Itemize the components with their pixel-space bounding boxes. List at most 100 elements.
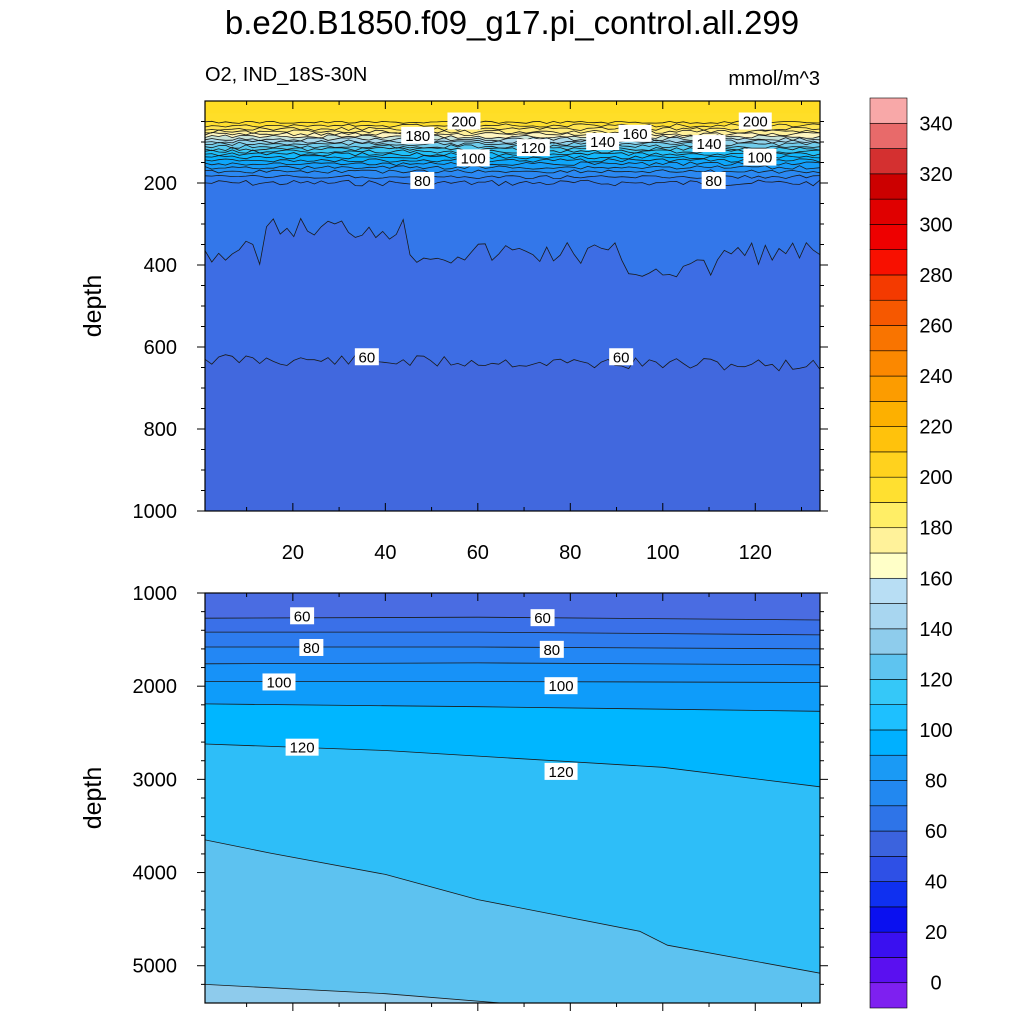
colorbar-tick-label: 20 [925, 922, 947, 944]
colorbar-swatch [869, 502, 908, 529]
colorbar-swatch [869, 881, 908, 908]
colorbar-swatch [869, 401, 908, 427]
y-tick-label: 600 [144, 337, 177, 359]
colorbar-swatch [869, 350, 908, 377]
units-label: mmol/m^3 [728, 68, 820, 90]
contour-label: 160 [618, 124, 652, 143]
colorbar-tick-label: 280 [919, 265, 952, 287]
colorbar-tick-label: 60 [925, 821, 947, 843]
colorbar-swatch [869, 97, 908, 124]
contour-label: 60 [530, 609, 555, 627]
y-tick-label: 5000 [133, 956, 178, 978]
colorbar-swatch [869, 931, 908, 958]
contour-label: 80 [410, 171, 435, 190]
svg-text:80: 80 [705, 173, 722, 190]
contour-label: 80 [299, 638, 324, 657]
x-tick-label: 20 [282, 542, 304, 564]
colorbar-swatch [869, 224, 908, 250]
upper-panel-fill [205, 101, 820, 511]
colorbar-swatch [869, 856, 908, 882]
colorbar-swatch [869, 957, 908, 984]
colorbar-swatch [869, 122, 908, 149]
colorbar-swatch [869, 780, 908, 807]
svg-text:140: 140 [590, 134, 615, 151]
contour-label: 80 [539, 640, 564, 659]
colorbar-tick-label: 80 [925, 771, 947, 793]
y-tick-label: 400 [144, 255, 177, 277]
svg-text:180: 180 [405, 128, 430, 145]
colorbar-swatch [869, 679, 908, 705]
svg-text:200: 200 [451, 114, 476, 131]
colorbar-tick-label: 40 [925, 872, 947, 894]
colorbar-tick-label: 320 [919, 164, 952, 186]
svg-text:80: 80 [543, 642, 560, 659]
contour-label: 180 [401, 126, 435, 145]
colorbar-tick-label: 340 [919, 113, 952, 135]
colorbar-tick-label: 260 [919, 316, 952, 338]
contour-label: 100 [262, 673, 296, 691]
x-tick-label: 40 [374, 542, 396, 564]
colorbar-tick-label: 140 [919, 619, 952, 641]
colorbar-swatch [869, 476, 908, 503]
svg-text:60: 60 [358, 349, 375, 366]
contour-label: 140 [692, 135, 726, 153]
contour-labels: 200 200 180 160 140 140 120 100 100 80 80 60 60 60 60 8… [262, 112, 777, 781]
contour-label: 100 [544, 677, 578, 695]
contour-label: 120 [516, 139, 550, 157]
colorbar-swatch [869, 628, 908, 655]
colorbar-swatch [869, 729, 908, 756]
colorbar-swatch [869, 148, 908, 175]
colorbar-swatch [869, 906, 908, 933]
colorbar-swatch [869, 173, 908, 200]
colorbar-tick-label: 200 [919, 467, 952, 489]
colorbar-tick-label: 100 [919, 720, 952, 742]
contour-label: 140 [586, 133, 620, 151]
contour-label: 60 [290, 607, 315, 625]
contour-label: 80 [701, 171, 726, 190]
colorbar-swatch [869, 325, 908, 352]
contour-label: 100 [743, 148, 777, 167]
colorbar-swatch [869, 830, 908, 857]
lower-ylabel: depth [79, 767, 107, 830]
colorbar-tick-label: 0 [930, 973, 941, 995]
y-tick-label: 800 [144, 419, 177, 441]
colorbar-swatch [869, 805, 908, 832]
svg-text:100: 100 [747, 150, 772, 167]
colorbar-swatch [869, 653, 908, 680]
upper-ylabel: depth [79, 275, 107, 338]
colorbar-swatch [869, 603, 908, 630]
x-tick-label: 120 [739, 542, 772, 564]
svg-text:60: 60 [534, 610, 551, 627]
contour-label: 200 [738, 112, 772, 131]
colorbar-swatch [869, 552, 908, 579]
contour-label: 100 [456, 149, 490, 167]
colorbar-tick-label: 180 [919, 518, 952, 540]
x-tick-label: 100 [646, 542, 679, 564]
colorbar-tick-label: 240 [919, 366, 952, 388]
chart-title: b.e20.B1850.f09_g17.pi_control.all.299 [224, 4, 800, 41]
svg-text:200: 200 [743, 114, 768, 131]
upper-panel-contours [205, 120, 820, 372]
svg-text:60: 60 [294, 608, 311, 625]
colorbar-swatch [869, 527, 908, 554]
contour-label: 60 [609, 348, 634, 366]
svg-text:160: 160 [623, 126, 648, 143]
colorbar-swatch [869, 451, 908, 478]
colorbar-swatch [869, 982, 908, 1009]
svg-text:100: 100 [461, 150, 486, 167]
colorbar-swatch [869, 754, 908, 781]
contour-label: 60 [354, 348, 379, 366]
colorbar-swatch [869, 426, 908, 453]
svg-text:140: 140 [697, 136, 722, 153]
y-tick-label: 1000 [133, 501, 178, 523]
contour-label: 120 [544, 762, 578, 781]
svg-text:80: 80 [414, 173, 431, 190]
y-tick-label: 2000 [133, 676, 178, 698]
svg-text:60: 60 [613, 349, 630, 366]
contour-label: 120 [285, 738, 319, 757]
colorbar-swatch [869, 274, 908, 301]
colorbar-swatch [869, 577, 908, 604]
svg-text:120: 120 [290, 740, 315, 757]
colorbar-swatch [869, 198, 908, 225]
